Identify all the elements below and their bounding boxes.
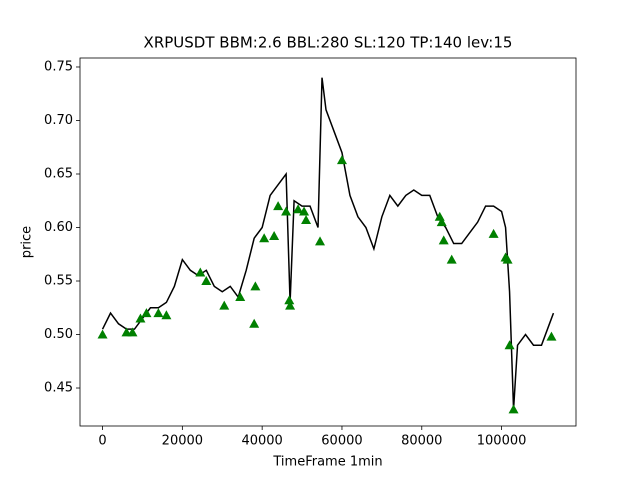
trade-marker [284,295,295,305]
trade-marker [285,300,296,310]
trade-marker [446,254,457,264]
y-tick-label: 0.45 [44,381,73,396]
x-tick-label: 80000 [401,434,442,449]
trade-marker [135,313,146,323]
trade-marker [249,318,260,328]
trade-marker [299,206,310,216]
trade-marker [219,300,230,310]
trade-marker [508,404,519,414]
trade-marker [281,206,292,216]
trade-marker [259,233,270,243]
trade-marker [273,201,284,211]
y-tick-label: 0.60 [44,220,73,235]
y-tick-label: 0.75 [44,59,73,74]
trade-marker [301,215,312,225]
x-tick-label: 0 [98,434,106,449]
trade-marker [336,155,347,165]
chart-title: XRPUSDT BBM:2.6 BBL:280 SL:120 TP:140 le… [144,34,513,52]
trade-marker [438,235,449,245]
trade-marker [161,310,172,320]
price-line [101,77,555,410]
x-axis-label: TimeFrame 1min [272,455,382,470]
x-tick-label: 20000 [162,434,203,449]
trade-marker [436,217,447,227]
y-tick-label: 0.50 [44,327,73,342]
trade-marker [235,292,246,302]
trade-marker [269,231,280,241]
trade-marker [97,329,108,339]
trade-marker [141,308,152,318]
trade-marker [250,281,261,291]
trade-marker [293,204,304,214]
trade-marker [195,267,206,277]
y-tick-label: 0.70 [44,113,73,128]
x-tick-label: 100000 [477,434,527,449]
trade-marker [315,236,326,246]
trade-marker [153,308,164,318]
y-tick-label: 0.65 [44,166,73,181]
plot-frame [79,57,577,427]
trade-marker [504,340,515,350]
trade-marker [201,276,212,286]
trade-marker [127,327,138,337]
trade-marker [488,228,499,238]
x-tick-label: 60000 [321,434,362,449]
x-tick-label: 40000 [241,434,282,449]
trade-marker [502,254,513,264]
y-tick-label: 0.55 [44,274,73,289]
y-axis-label: price [20,226,35,258]
trade-marker [546,331,557,341]
